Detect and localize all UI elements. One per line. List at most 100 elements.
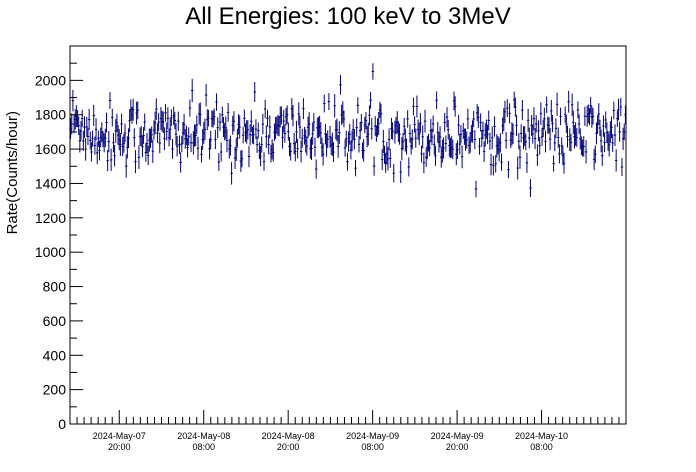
data-point (559, 107, 562, 126)
x-tick-label-time: 08:00 (361, 442, 384, 452)
y-tick-label: 0 (58, 416, 66, 432)
data-point (466, 108, 470, 130)
data-point (518, 145, 522, 169)
data-point (209, 130, 212, 149)
data-point (493, 116, 496, 137)
y-tick-label: 2000 (35, 72, 66, 88)
data-point (414, 128, 417, 148)
data-point (323, 94, 326, 113)
data-point (319, 122, 322, 145)
data-point (471, 120, 474, 143)
data-point (141, 135, 144, 158)
data-point (494, 155, 497, 173)
x-tick-label-date: 2024-May-08 (177, 431, 230, 441)
data-point (457, 114, 460, 136)
data-point (380, 149, 384, 171)
data-point (127, 128, 130, 149)
data-point (142, 127, 145, 145)
data-point (598, 119, 602, 137)
data-point (108, 92, 112, 109)
x-tick-label-date: 2024-May-07 (93, 431, 146, 441)
data-point (122, 134, 126, 153)
data-point (434, 145, 437, 166)
data-point (155, 98, 158, 120)
x-tick-label-time: 08:00 (192, 442, 215, 452)
data-point (538, 136, 541, 155)
data-point (544, 130, 547, 153)
data-point (166, 107, 170, 130)
data-point (420, 145, 423, 163)
data-point (386, 147, 390, 171)
data-point (204, 83, 208, 107)
data-point (109, 148, 113, 171)
data-point (421, 125, 424, 149)
data-point (575, 128, 578, 147)
data-point (387, 128, 391, 151)
data-point (283, 124, 287, 143)
data-point (217, 153, 221, 171)
data-point (456, 140, 459, 160)
data-point (85, 116, 88, 138)
data-point (250, 110, 253, 133)
data-point (617, 98, 620, 121)
data-point (297, 102, 300, 126)
data-point (430, 128, 434, 146)
data-point (492, 155, 495, 176)
data-point (145, 133, 149, 154)
data-point (577, 114, 581, 134)
data-point (401, 132, 405, 151)
data-point (491, 126, 494, 150)
data-point (282, 109, 285, 133)
data-point (550, 99, 553, 122)
data-point (481, 121, 485, 140)
data-point (554, 118, 558, 139)
data-point (519, 124, 523, 143)
data-point (191, 78, 194, 103)
y-tick-label: 200 (43, 382, 67, 398)
data-point (248, 124, 252, 146)
data-point (253, 82, 256, 103)
y-tick-label: 800 (43, 279, 67, 295)
data-point (314, 159, 318, 179)
data-point (619, 97, 622, 117)
data-point (469, 131, 472, 153)
data-point (299, 140, 303, 163)
data-point (531, 124, 534, 144)
data-point (499, 133, 502, 153)
data-point (517, 133, 521, 150)
data-point (601, 145, 604, 166)
data-point (224, 116, 227, 140)
data-point (354, 159, 357, 177)
data-point (610, 116, 613, 139)
data-point (547, 117, 551, 134)
data-point (97, 130, 100, 147)
data-point (254, 119, 258, 139)
data-point (196, 136, 200, 160)
data-point (405, 138, 408, 155)
y-axis-label: Rate(Counts/hour) (4, 111, 21, 234)
data-point (402, 117, 406, 135)
data-point (230, 161, 233, 185)
data-point (195, 115, 199, 135)
data-point (524, 133, 528, 151)
data-point (370, 117, 373, 140)
data-point (168, 118, 172, 141)
data-point (104, 128, 107, 147)
data-point (252, 124, 255, 145)
data-point (479, 113, 482, 132)
data-point (422, 152, 426, 174)
data-point (310, 137, 313, 160)
data-point (243, 109, 246, 127)
data-point (268, 115, 272, 139)
data-point (128, 109, 131, 132)
data-point (157, 112, 160, 132)
data-point (71, 89, 75, 112)
data-point (174, 123, 178, 146)
data-point (107, 130, 111, 153)
data-point (482, 141, 486, 162)
data-point (207, 109, 210, 127)
data-point (156, 123, 159, 143)
data-point (515, 114, 518, 136)
data-point (415, 95, 419, 118)
data-point (379, 103, 383, 124)
